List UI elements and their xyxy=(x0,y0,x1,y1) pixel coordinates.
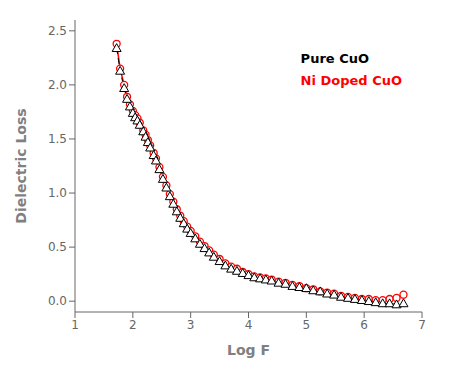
svg-text:Dielectric Loss: Dielectric Loss xyxy=(13,108,29,223)
svg-text:1: 1 xyxy=(71,318,79,332)
svg-text:0.5: 0.5 xyxy=(48,240,67,254)
svg-text:Log F: Log F xyxy=(227,342,270,358)
html-text:Ni Doped CuO: Ni Doped CuO xyxy=(300,73,402,88)
svg-text:1.5: 1.5 xyxy=(48,132,67,146)
svg-text:6: 6 xyxy=(360,318,368,332)
svg-text:7: 7 xyxy=(418,318,426,332)
svg-text:4: 4 xyxy=(245,318,253,332)
svg-text:2: 2 xyxy=(129,318,137,332)
svg-text:5: 5 xyxy=(303,318,311,332)
svg-text:3: 3 xyxy=(187,318,195,332)
svg-text:1.0: 1.0 xyxy=(48,186,67,200)
svg-text:0.0: 0.0 xyxy=(48,294,67,308)
svg-text:2.5: 2.5 xyxy=(48,24,67,38)
svg-text:2.0: 2.0 xyxy=(48,78,67,92)
html-text:Pure CuO: Pure CuO xyxy=(300,51,369,66)
